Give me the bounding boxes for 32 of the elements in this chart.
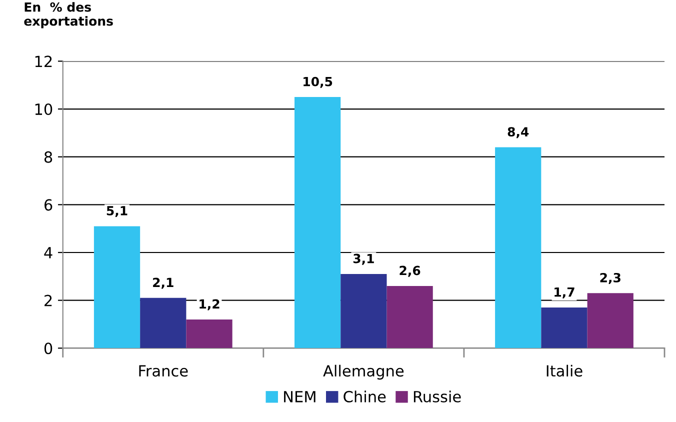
x-tick-label: Allemagne [323, 364, 404, 380]
y-tick-label: 4 [44, 247, 52, 258]
data-label: 2,1 [153, 278, 174, 289]
y-tick-label: 10 [35, 103, 52, 116]
data-label: 1,7 [554, 287, 574, 298]
data-label: 8,4 [508, 127, 529, 138]
x-tick-label: France [139, 365, 188, 377]
bar [386, 286, 433, 348]
x-tick-label: Italie [546, 364, 582, 377]
y-tick-label: 6 [44, 199, 52, 211]
bar [94, 226, 140, 348]
bar [340, 274, 387, 348]
bar [587, 293, 634, 348]
data-label: 1,2 [200, 299, 220, 310]
y-axis-title: En % des exportations [24, 2, 113, 28]
legend-label: Chine [344, 390, 386, 402]
data-label: 3,1 [353, 254, 374, 265]
y-tick-label: 12 [35, 56, 52, 67]
data-label: 2,3 [600, 272, 620, 284]
y-tick-label: 8 [44, 151, 52, 163]
y-tick-label: 2 [44, 294, 52, 306]
bar [541, 307, 588, 348]
bar [186, 319, 232, 348]
data-label: 5,1 [106, 206, 128, 218]
data-label: 10,5 [304, 76, 332, 88]
y-tick-label: 0 [44, 342, 52, 354]
data-label: 2,6 [400, 266, 420, 277]
bar [495, 147, 542, 348]
legend-label: Russie [414, 390, 461, 402]
bar [294, 97, 341, 348]
bar [140, 298, 186, 348]
legend-label: NEM [284, 391, 316, 402]
